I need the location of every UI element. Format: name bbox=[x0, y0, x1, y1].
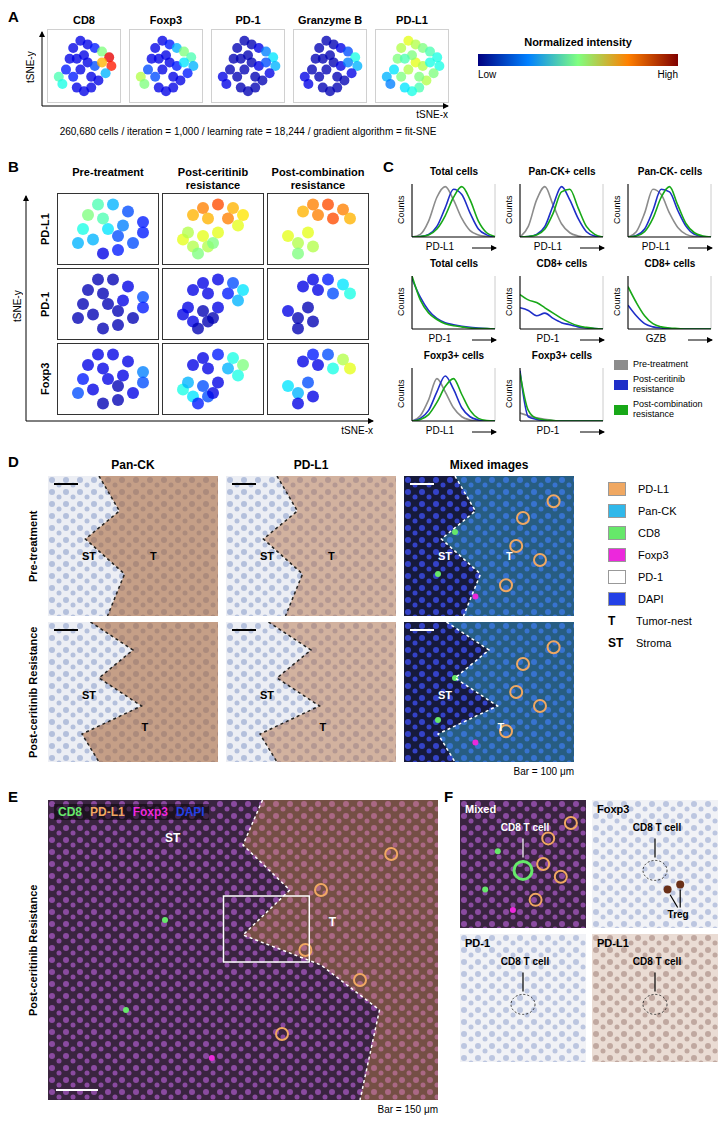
html-text:PD-1: PD-1 bbox=[428, 333, 452, 344]
html-text:PD-1: PD-1 bbox=[638, 571, 664, 583]
html-text:Counts: Counts bbox=[396, 287, 406, 317]
html-text:Mixed images: Mixed images bbox=[449, 458, 529, 472]
html-text:Counts: Counts bbox=[396, 195, 406, 225]
html-text:Pan-CK- cells: Pan-CK- cells bbox=[637, 166, 703, 177]
html-text:CD8 T cell: CD8 T cell bbox=[632, 821, 682, 833]
html-text:High: High bbox=[657, 69, 678, 80]
html-text:PD-L1: PD-L1 bbox=[396, 14, 428, 26]
html-text:PD-1: PD-1 bbox=[536, 425, 560, 436]
html-text:Post-ceritinib resistance: Post-ceritinib resistance bbox=[633, 374, 685, 394]
svg-text:ST: ST bbox=[438, 689, 452, 701]
html-text:DAPI: DAPI bbox=[176, 805, 205, 819]
svg-text:ST: ST bbox=[260, 689, 274, 701]
html-text:Pan-CK: Pan-CK bbox=[638, 505, 677, 517]
html-text:PD-L1: PD-L1 bbox=[90, 805, 125, 819]
html-text:Bar = 150 μm: Bar = 150 μm bbox=[377, 1104, 438, 1115]
html-text:CD8: CD8 bbox=[638, 527, 660, 539]
html-text:A: A bbox=[8, 8, 19, 25]
html-text:Low: Low bbox=[478, 69, 497, 80]
html-text:CD8: CD8 bbox=[73, 14, 95, 26]
html-text:Granzyme B: Granzyme B bbox=[297, 14, 363, 26]
html-text:Post-combination resistance: Post-combination resistance bbox=[633, 398, 703, 419]
html-text:CD8: CD8 bbox=[58, 805, 82, 819]
html-text:Post-combination resistance: Post-combination resistance bbox=[271, 166, 365, 191]
html-text:B: B bbox=[8, 158, 19, 175]
html-text:Counts: Counts bbox=[396, 379, 406, 409]
html-text:Counts: Counts bbox=[504, 379, 514, 409]
html-text:Pan-CK+ cells: Pan-CK+ cells bbox=[528, 166, 596, 177]
html-text:CD8+ cells: CD8+ cells bbox=[644, 258, 696, 269]
html-text:PD-L1: PD-L1 bbox=[597, 937, 629, 949]
html-text:Foxp3: Foxp3 bbox=[132, 805, 168, 819]
svg-text:T: T bbox=[150, 550, 157, 562]
html-text:DAPI: DAPI bbox=[638, 593, 664, 605]
html-text:Normalized intensity: Normalized intensity bbox=[524, 36, 632, 48]
html-text:CD8+ cells: CD8+ cells bbox=[536, 258, 588, 269]
html-text:PD-L1: PD-L1 bbox=[425, 425, 455, 436]
svg-text:T: T bbox=[506, 550, 513, 562]
html-text:Total cells: Total cells bbox=[429, 166, 479, 177]
html-text:Treg: Treg bbox=[667, 908, 689, 920]
html-text:Pre-treatment: Pre-treatment bbox=[633, 359, 688, 369]
html-text:E: E bbox=[8, 788, 18, 805]
html-text:Tumor-nest: Tumor-nest bbox=[636, 615, 692, 627]
html-text:Stroma: Stroma bbox=[636, 637, 672, 649]
html-text:CD8 T cell: CD8 T cell bbox=[500, 821, 550, 833]
svg-text:ST: ST bbox=[438, 550, 452, 562]
html-text:C: C bbox=[383, 158, 394, 175]
html-text:Post-ceritinib Resistance: Post-ceritinib Resistance bbox=[27, 626, 39, 758]
html-text:PD-L1: PD-L1 bbox=[533, 241, 563, 252]
svg-text:T: T bbox=[498, 721, 505, 733]
svg-text:T: T bbox=[320, 721, 327, 733]
html-text:Pre-treatment: Pre-treatment bbox=[27, 510, 39, 582]
html-text:D: D bbox=[8, 453, 19, 470]
html-text:Total cells: Total cells bbox=[429, 258, 479, 269]
html-text:Counts: Counts bbox=[612, 195, 622, 225]
svg-text:ST: ST bbox=[260, 550, 274, 562]
html-text:Foxp3+ cells: Foxp3+ cells bbox=[423, 350, 485, 361]
html-text:Post-ceritinib resistance: Post-ceritinib resistance bbox=[177, 166, 249, 191]
html-text:Bar = 100 μm: Bar = 100 μm bbox=[513, 766, 574, 777]
html-text:Post-ceritinib Resistance: Post-ceritinib Resistance bbox=[27, 884, 39, 1016]
html-text:Foxp3: Foxp3 bbox=[149, 14, 183, 26]
html-text:Counts: Counts bbox=[504, 287, 514, 317]
html-text:F: F bbox=[444, 788, 454, 805]
html-text:Pan-CK: Pan-CK bbox=[111, 458, 155, 472]
html-text:PD-1: PD-1 bbox=[39, 291, 51, 317]
html-text:PD-L1: PD-L1 bbox=[638, 483, 670, 495]
html-text:PD-L1: PD-L1 bbox=[641, 241, 671, 252]
html-text:PD-1: PD-1 bbox=[465, 937, 491, 949]
html-text:PD-1: PD-1 bbox=[235, 14, 261, 26]
html-text:PD-1: PD-1 bbox=[536, 333, 560, 344]
html-text:tSNE-x: tSNE-x bbox=[416, 109, 448, 120]
html-text:Foxp3: Foxp3 bbox=[597, 803, 630, 815]
html-text:PD-L1: PD-L1 bbox=[425, 241, 455, 252]
svg-text:T: T bbox=[328, 550, 335, 562]
svg-text:ST: ST bbox=[165, 831, 181, 845]
svg-text:T: T bbox=[329, 915, 337, 929]
svg-text:T: T bbox=[142, 721, 149, 733]
html-text:Counts: Counts bbox=[612, 287, 622, 317]
html-text:260,680 cells / iteration = 1,: 260,680 cells / iteration = 1,000 / lear… bbox=[59, 126, 437, 137]
html-text:CD8 T cell: CD8 T cell bbox=[500, 955, 550, 967]
html-text:Foxp3+ cells: Foxp3+ cells bbox=[531, 350, 593, 361]
html-text:Mixed: Mixed bbox=[465, 803, 497, 815]
html-text:ST: ST bbox=[608, 636, 624, 650]
html-text:GZB: GZB bbox=[645, 333, 667, 344]
html-text:CD8 T cell: CD8 T cell bbox=[632, 955, 682, 967]
html-text:tSNE-y: tSNE-y bbox=[24, 51, 36, 83]
html-text:PD-L1: PD-L1 bbox=[293, 458, 329, 472]
html-text:tSNE-y: tSNE-y bbox=[11, 290, 23, 323]
html-text:Counts: Counts bbox=[504, 195, 514, 225]
html-text:T: T bbox=[608, 614, 616, 628]
svg-text:ST: ST bbox=[82, 689, 96, 701]
html-text:Pre-treatment: Pre-treatment bbox=[72, 166, 144, 178]
html-text:tSNE-x: tSNE-x bbox=[341, 425, 373, 436]
html-text:Foxp3: Foxp3 bbox=[39, 362, 51, 396]
html-text:PD-L1: PD-L1 bbox=[39, 213, 51, 245]
html-text:Foxp3: Foxp3 bbox=[638, 549, 669, 561]
svg-text:ST: ST bbox=[82, 550, 96, 562]
